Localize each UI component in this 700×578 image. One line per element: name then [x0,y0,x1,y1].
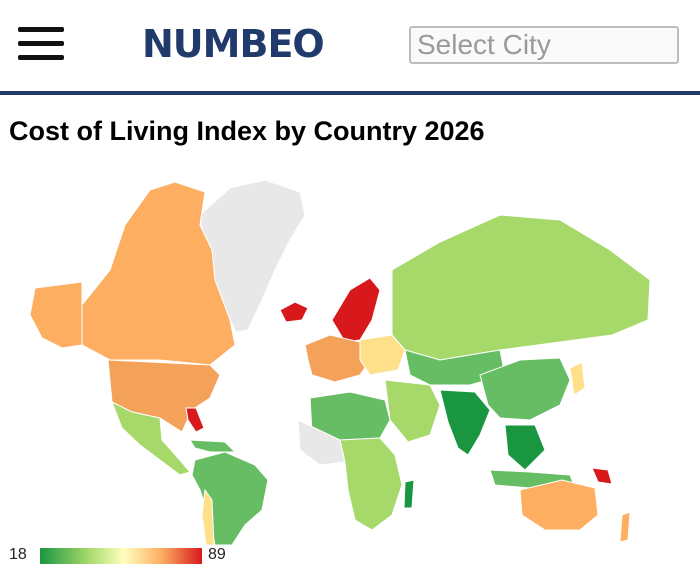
map-region-south-america[interactable] [191,451,269,545]
map-region-florida[interactable] [185,407,205,433]
world-map[interactable] [0,170,700,545]
legend-max-value: 89 [208,546,226,563]
menu-line [18,55,64,60]
header: NUMBEO [0,0,700,92]
map-region-australia[interactable] [519,479,599,531]
page-title: Cost of Living Index by Country 2026 [9,116,485,146]
menu-line [18,41,64,46]
menu-line [18,27,64,32]
map-region-pacific[interactable] [591,467,613,485]
select-city-input[interactable] [409,26,679,64]
map-region-mexico[interactable] [111,400,191,476]
map-region-scandinavia[interactable] [331,277,381,343]
map-region-alaska[interactable] [29,281,83,349]
map-region-southeast-asia[interactable] [504,424,546,471]
map-region-western-europe[interactable] [304,334,371,383]
hamburger-menu-icon[interactable] [18,27,64,61]
numbeo-logo[interactable]: NUMBEO [142,22,325,66]
map-region-china[interactable] [479,357,571,421]
map-region-iceland[interactable] [279,301,309,323]
map-region-middle-east[interactable] [384,379,441,443]
map-region-canada[interactable] [81,181,236,366]
map-region-chile[interactable] [201,488,215,545]
map-region-madagascar[interactable] [403,479,415,509]
map-region-new-zealand[interactable] [619,511,631,543]
map-region-russia[interactable] [391,214,651,361]
map-region-japan[interactable] [569,361,586,396]
legend-color-scale [40,548,202,564]
map-region-west-africa[interactable] [297,419,346,466]
map-region-central-africa[interactable] [339,437,403,531]
map-region-india[interactable] [439,389,491,456]
legend-min-value: 18 [9,546,27,563]
header-divider [0,91,700,95]
map-region-caribbean[interactable] [189,439,237,453]
